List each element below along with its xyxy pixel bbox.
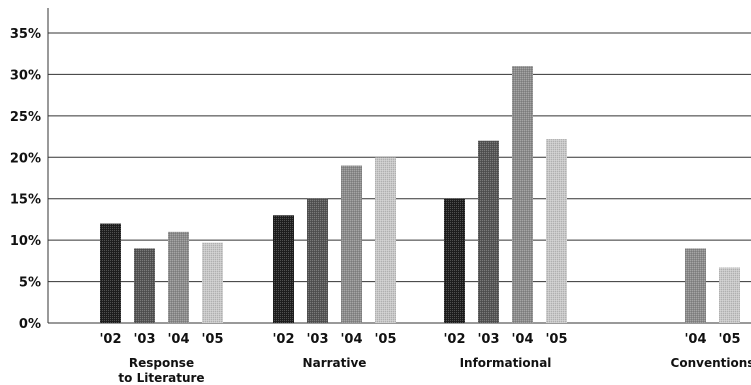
- bar-texture: [685, 248, 706, 323]
- bar-texture: [202, 242, 223, 323]
- group-label: to Literature: [118, 371, 204, 385]
- x-tick-label: '05: [545, 332, 567, 347]
- x-tick-label: '02: [99, 332, 121, 347]
- x-tick-label: '04: [340, 332, 362, 347]
- y-tick-label: 15%: [10, 193, 41, 208]
- x-tick-label: '04: [684, 332, 706, 347]
- x-tick-label: '02: [443, 332, 465, 347]
- y-tick-label: 20%: [10, 151, 41, 166]
- y-tick-label: 5%: [19, 276, 41, 291]
- y-axis: 0% 5% 10% 15% 20% 25% 30% 35%: [10, 8, 49, 332]
- x-tick-label: '03: [133, 332, 155, 347]
- x-tick-label: '04: [167, 332, 189, 347]
- y-tick-label: 35%: [10, 27, 41, 42]
- gridlines: [48, 32, 751, 324]
- bar-texture: [444, 198, 465, 323]
- bar-texture: [273, 215, 294, 323]
- x-tick-label: '05: [374, 332, 396, 347]
- bar-texture: [478, 140, 499, 323]
- bar-texture: [719, 267, 740, 323]
- bar-texture: [375, 157, 396, 323]
- y-tick-label: 10%: [10, 234, 41, 249]
- x-tick-label: '03: [477, 332, 499, 347]
- group-label: Conventions: [671, 356, 751, 370]
- bar-texture: [100, 223, 121, 323]
- bar-texture: [341, 165, 362, 323]
- x-tick-label: '03: [306, 332, 328, 347]
- y-tick-label: 0%: [19, 317, 41, 332]
- bar-texture: [168, 231, 189, 323]
- group-label: Informational: [460, 356, 552, 370]
- bars: [100, 66, 740, 324]
- group-label: Response: [129, 356, 194, 370]
- bar-texture: [512, 66, 533, 324]
- y-tick-label: 30%: [10, 68, 41, 83]
- bar-texture: [307, 198, 328, 323]
- x-tick-label: '05: [201, 332, 223, 347]
- x-tick-label: '02: [272, 332, 294, 347]
- x-tick-label: '04: [511, 332, 533, 347]
- x-tick-label: '05: [718, 332, 740, 347]
- y-tick-label: 25%: [10, 110, 41, 125]
- group-label: Narrative: [303, 356, 367, 370]
- bar-texture: [134, 248, 155, 323]
- bar-texture: [546, 139, 567, 323]
